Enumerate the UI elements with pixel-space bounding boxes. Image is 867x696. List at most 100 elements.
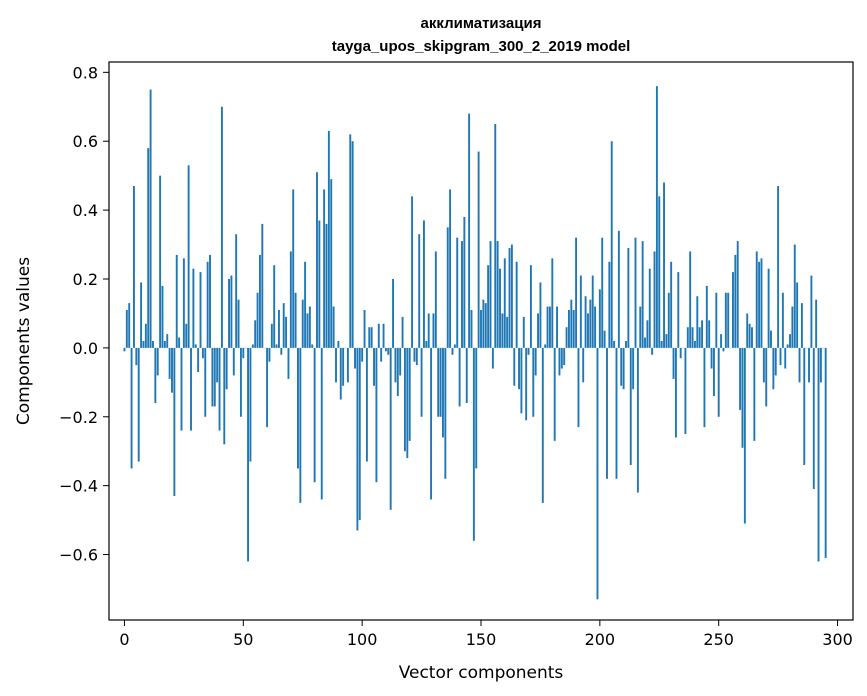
bar bbox=[760, 258, 763, 348]
bar bbox=[615, 347, 618, 479]
bar bbox=[180, 347, 183, 431]
bar bbox=[185, 323, 188, 348]
bar bbox=[513, 347, 516, 386]
bar bbox=[370, 327, 373, 348]
bar bbox=[218, 347, 221, 431]
bar bbox=[463, 217, 466, 348]
bar bbox=[482, 299, 485, 348]
bar bbox=[639, 306, 642, 348]
bar bbox=[154, 347, 157, 403]
bar bbox=[418, 234, 421, 348]
bar bbox=[304, 261, 307, 348]
bar bbox=[665, 334, 668, 348]
bar bbox=[325, 223, 328, 348]
bar bbox=[491, 347, 494, 369]
bar bbox=[758, 261, 761, 348]
bar bbox=[173, 347, 176, 496]
bar bbox=[337, 341, 340, 348]
bar bbox=[525, 347, 528, 421]
bar bbox=[411, 196, 414, 348]
bar bbox=[135, 347, 138, 366]
bar bbox=[660, 341, 663, 348]
bar bbox=[532, 347, 535, 417]
bar bbox=[199, 272, 202, 348]
bar bbox=[748, 323, 751, 348]
bar bbox=[140, 282, 143, 348]
bar bbox=[510, 244, 513, 348]
bar bbox=[178, 337, 181, 348]
bar bbox=[133, 186, 135, 348]
bar bbox=[342, 347, 345, 386]
bar bbox=[789, 334, 791, 348]
bar bbox=[570, 299, 573, 348]
bar bbox=[442, 347, 444, 438]
bar bbox=[779, 347, 782, 366]
x-tick-label: 200 bbox=[585, 630, 616, 649]
x-tick-label: 0 bbox=[119, 630, 129, 649]
bar bbox=[644, 337, 646, 348]
bar bbox=[273, 265, 276, 348]
bar bbox=[206, 261, 209, 348]
bar bbox=[444, 347, 447, 479]
bar bbox=[156, 347, 159, 376]
bar bbox=[384, 347, 387, 352]
bar bbox=[534, 347, 537, 376]
bar bbox=[812, 347, 815, 490]
bar bbox=[278, 310, 280, 348]
bar bbox=[258, 254, 261, 348]
bar bbox=[209, 254, 211, 348]
bar bbox=[672, 347, 675, 379]
bars-group bbox=[123, 86, 827, 600]
bar bbox=[299, 347, 302, 503]
bar bbox=[213, 347, 216, 407]
bar bbox=[677, 272, 680, 348]
bar bbox=[285, 316, 288, 348]
bar bbox=[477, 151, 480, 348]
x-tick-label: 50 bbox=[233, 630, 253, 649]
bar bbox=[755, 251, 758, 348]
bar bbox=[320, 347, 323, 500]
bar bbox=[732, 272, 734, 348]
bar bbox=[377, 323, 380, 348]
bar bbox=[629, 347, 632, 465]
bar bbox=[365, 347, 368, 462]
bar bbox=[373, 347, 375, 386]
bar bbox=[363, 310, 366, 348]
bar bbox=[318, 220, 321, 348]
bar bbox=[190, 347, 192, 431]
bar bbox=[261, 223, 264, 348]
bar bbox=[591, 275, 594, 348]
bar bbox=[434, 251, 437, 348]
bar bbox=[201, 347, 204, 359]
bar bbox=[420, 347, 423, 417]
bar bbox=[817, 347, 820, 562]
bar bbox=[577, 347, 580, 428]
bar bbox=[228, 279, 230, 348]
bar bbox=[770, 330, 772, 348]
bar bbox=[425, 341, 428, 348]
bar bbox=[800, 303, 803, 348]
bar bbox=[584, 296, 587, 348]
x-tick-label: 300 bbox=[822, 630, 853, 649]
bar bbox=[548, 306, 551, 348]
bar bbox=[596, 347, 599, 600]
bar bbox=[268, 347, 271, 362]
bar bbox=[458, 347, 461, 407]
bar bbox=[237, 299, 240, 348]
y-tick-label: 0.8 bbox=[73, 63, 98, 82]
bar bbox=[567, 310, 570, 348]
bar bbox=[793, 244, 796, 348]
bar bbox=[796, 282, 799, 348]
bar bbox=[401, 316, 404, 348]
bar bbox=[496, 241, 499, 348]
bar bbox=[753, 347, 756, 441]
y-tick-label: 0.4 bbox=[73, 201, 98, 220]
bar bbox=[708, 320, 711, 348]
bar bbox=[270, 323, 273, 348]
bar bbox=[256, 292, 259, 348]
bar bbox=[651, 347, 654, 355]
x-tick-label: 250 bbox=[703, 630, 734, 649]
bar bbox=[537, 313, 539, 348]
bar bbox=[361, 347, 364, 362]
